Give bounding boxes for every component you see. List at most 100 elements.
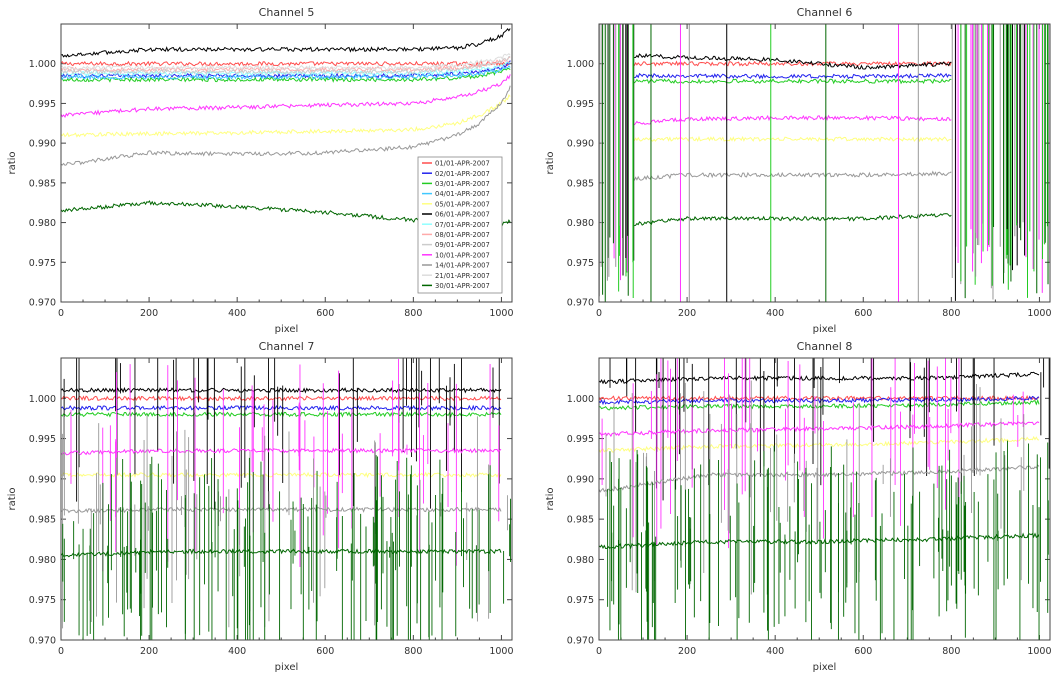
x-tick-label: 400 — [228, 646, 246, 657]
x-tick-label: 800 — [404, 308, 422, 319]
x-tick-label: 800 — [404, 646, 422, 657]
y-tick-label: 1.000 — [567, 394, 594, 405]
x-tick-label: 200 — [140, 308, 158, 319]
series-line-09-01-apr-2007 — [61, 55, 511, 75]
x-tick-label: 600 — [316, 646, 334, 657]
y-tick-label: 0.980 — [567, 555, 594, 566]
x-tick-label: 600 — [316, 308, 334, 319]
series-line-14-01-apr-2007 — [61, 85, 511, 166]
legend-entry: 07/01-APR-2007 — [435, 221, 490, 229]
y-tick-label: 0.975 — [567, 258, 594, 269]
y-tick-label: 0.980 — [29, 218, 56, 229]
chart-title: Channel 6 — [797, 6, 853, 19]
y-tick-label: 1.000 — [29, 59, 56, 70]
series-line-3 — [61, 411, 502, 418]
chart-title: Channel 7 — [259, 340, 315, 353]
panel-2: Channel 6 pixel ratio 0 200 400 600 800 1000 0.97… — [545, 6, 1052, 335]
y-tick-label: 0.970 — [567, 298, 594, 309]
y-tick-label: 0.995 — [567, 99, 594, 110]
y-tick-label: 0.975 — [29, 595, 56, 606]
series-line-5 — [61, 386, 502, 394]
x-axis-label: pixel — [275, 662, 299, 673]
series-line-1 — [599, 395, 1040, 402]
series-line-7 — [61, 506, 502, 514]
x-tick-label: 0 — [58, 308, 64, 319]
y-axis-label: ratio — [7, 487, 18, 510]
y-tick-label: 0.975 — [567, 595, 594, 606]
y-tick-label: 0.970 — [29, 298, 56, 309]
y-tick-label: 0.970 — [29, 636, 56, 647]
plot-frame — [60, 357, 513, 641]
series-line-7 — [633, 170, 952, 181]
x-tick-label: 1000 — [1027, 308, 1051, 319]
y-tick-label: 0.985 — [567, 515, 594, 526]
series-line-05-01-apr-2007 — [61, 94, 511, 138]
legend-entry: 03/01-APR-2007 — [435, 180, 490, 188]
x-tick-label: 800 — [942, 308, 960, 319]
y-tick-label: 0.990 — [567, 139, 594, 150]
series-line-06-01-apr-2007 — [61, 27, 511, 58]
series-line-08-01-apr-2007 — [61, 56, 511, 73]
series-group — [599, 358, 1050, 640]
series-line-5 — [599, 371, 1040, 385]
series-line-21-01-apr-2007 — [61, 52, 511, 71]
y-tick-label: 0.990 — [29, 139, 56, 150]
y-tick-label: 0.995 — [567, 434, 594, 445]
legend-entry: 14/01-APR-2007 — [435, 262, 490, 270]
series-line-8 — [61, 548, 502, 558]
y-tick-label: 1.000 — [29, 394, 56, 405]
x-axis-label: pixel — [275, 324, 299, 335]
legend: 01/01-APR-2007 02/01-APR-2007 03/01-APR-20… — [417, 156, 503, 294]
series-line-6 — [61, 447, 502, 456]
x-tick-label: 1000 — [489, 646, 513, 657]
series-line-1 — [61, 395, 502, 402]
y-tick-label: 0.985 — [567, 178, 594, 189]
series-line-4 — [599, 435, 1040, 454]
legend-entry: 10/01-APR-2007 — [435, 251, 490, 259]
series-line-10-01-apr-2007 — [61, 74, 511, 119]
y-tick-label: 0.985 — [29, 178, 56, 189]
y-tick-label: 0.985 — [29, 515, 56, 526]
x-tick-label: 0 — [58, 646, 64, 657]
legend-entry: 04/01-APR-2007 — [435, 190, 490, 198]
series-group — [61, 358, 511, 640]
chart-title: Channel 8 — [797, 340, 853, 353]
series-group — [599, 24, 1050, 302]
series-line-3 — [599, 398, 1040, 411]
legend-entry: 08/01-APR-2007 — [435, 231, 490, 239]
y-tick-label: 0.980 — [29, 555, 56, 566]
x-axis-label: pixel — [813, 324, 837, 335]
x-tick-label: 1000 — [489, 308, 513, 319]
x-axis-label: pixel — [813, 662, 837, 673]
x-tick-label: 800 — [942, 646, 960, 657]
series-line-6 — [633, 114, 952, 126]
y-tick-label: 0.990 — [567, 474, 594, 485]
series-line-4 — [61, 471, 502, 479]
x-tick-label: 400 — [766, 646, 784, 657]
series-line-01-01-apr-2007 — [61, 60, 511, 67]
legend-entry: 09/01-APR-2007 — [435, 241, 490, 249]
y-axis-label: ratio — [545, 487, 556, 510]
x-tick-label: 200 — [140, 646, 158, 657]
series-line-8 — [599, 532, 1040, 550]
series-line-4 — [633, 135, 952, 143]
series-line-6 — [599, 421, 1040, 438]
panel-1: Channel 5 pixel ratio 0 200 400 600 800 1000 0.97… — [7, 6, 514, 335]
legend-box — [417, 156, 503, 294]
series-line-04-01-apr-2007 — [61, 65, 511, 81]
legend-entry: 01/01-APR-2007 — [435, 160, 490, 168]
y-tick-label: 0.995 — [29, 434, 56, 445]
x-tick-label: 400 — [766, 308, 784, 319]
y-tick-label: 0.975 — [29, 258, 56, 269]
panel-3: Channel 7 pixel ratio 0 200 400 600 800 1000 0.97… — [7, 340, 514, 673]
y-tick-label: 0.970 — [567, 636, 594, 647]
chart-title: Channel 5 — [259, 6, 315, 19]
y-axis-label: ratio — [545, 151, 556, 174]
plot-frame — [598, 357, 1051, 641]
x-tick-label: 1000 — [1027, 646, 1051, 657]
x-tick-label: 200 — [678, 646, 696, 657]
x-tick-label: 600 — [854, 308, 872, 319]
x-tick-label: 0 — [596, 308, 602, 319]
y-tick-label: 0.980 — [567, 218, 594, 229]
